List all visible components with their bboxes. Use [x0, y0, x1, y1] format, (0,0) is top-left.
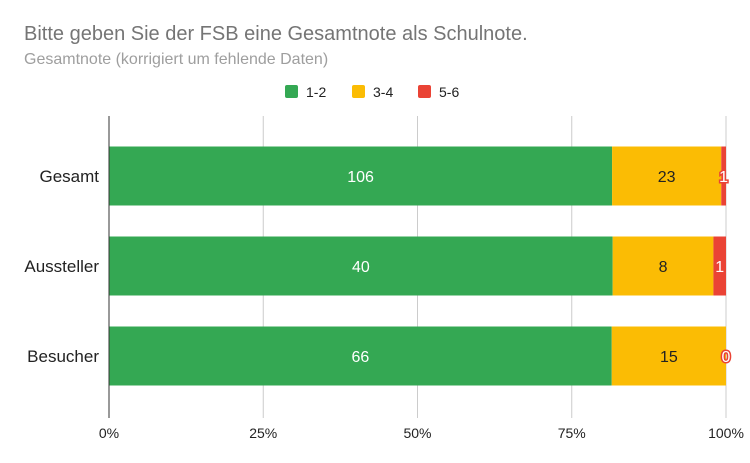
x-tick-label: 50%	[403, 425, 431, 441]
x-tick-label: 100%	[708, 425, 744, 441]
legend-label: 5-6	[439, 84, 459, 100]
bar-Aussteller-3-4	[612, 236, 714, 296]
legend-item-3-4[interactable]: 3-4	[352, 84, 393, 100]
bar-Besucher-1-2	[109, 326, 612, 386]
chart-title: Bitte geben Sie der FSB eine Gesamtnote …	[24, 23, 528, 45]
category-labels: Gesamt Aussteller Besucher	[24, 167, 99, 366]
bars: 106 23 1 40 8 1 66 15 0	[109, 146, 732, 386]
bar-value-label: 1	[715, 259, 724, 276]
legend[interactable]: 1-2 3-4 5-6	[285, 84, 459, 100]
category-label: Besucher	[27, 347, 99, 366]
category-label: Aussteller	[24, 257, 99, 276]
legend-label: 1-2	[306, 84, 326, 100]
chart-subtitle: Gesamtnote (korrigiert um fehlende Daten…	[24, 51, 328, 68]
bar-value-label: 66	[351, 349, 369, 366]
legend-item-5-6[interactable]: 5-6	[418, 84, 459, 100]
bar-value-label: 40	[352, 259, 370, 276]
legend-label: 3-4	[373, 84, 393, 100]
category-label: Gesamt	[39, 167, 99, 186]
bar-value-label: 1	[719, 169, 728, 186]
legend-swatch	[285, 85, 298, 98]
x-axis-tick-labels: 0% 25% 50% 75% 100%	[99, 425, 744, 441]
x-tick-label: 25%	[249, 425, 277, 441]
bar-Gesamt-5-6	[721, 146, 726, 206]
bar-value-label: 8	[659, 259, 668, 276]
bar-Besucher-3-4	[611, 326, 726, 386]
legend-item-1-2[interactable]: 1-2	[285, 84, 326, 100]
legend-swatch	[352, 85, 365, 98]
bar-Gesamt-1-2	[109, 146, 613, 206]
x-tick-label: 0%	[99, 425, 119, 441]
bar-value-label: 106	[347, 169, 374, 186]
legend-swatch	[418, 85, 431, 98]
bar-value-label: 23	[658, 169, 676, 186]
bar-Aussteller-5-6	[713, 236, 726, 296]
bar-value-label: 0	[722, 349, 731, 366]
bar-Aussteller-1-2	[109, 236, 613, 296]
bar-Gesamt-3-4	[612, 146, 722, 206]
x-tick-label: 75%	[558, 425, 586, 441]
bar-value-label: 15	[660, 349, 678, 366]
